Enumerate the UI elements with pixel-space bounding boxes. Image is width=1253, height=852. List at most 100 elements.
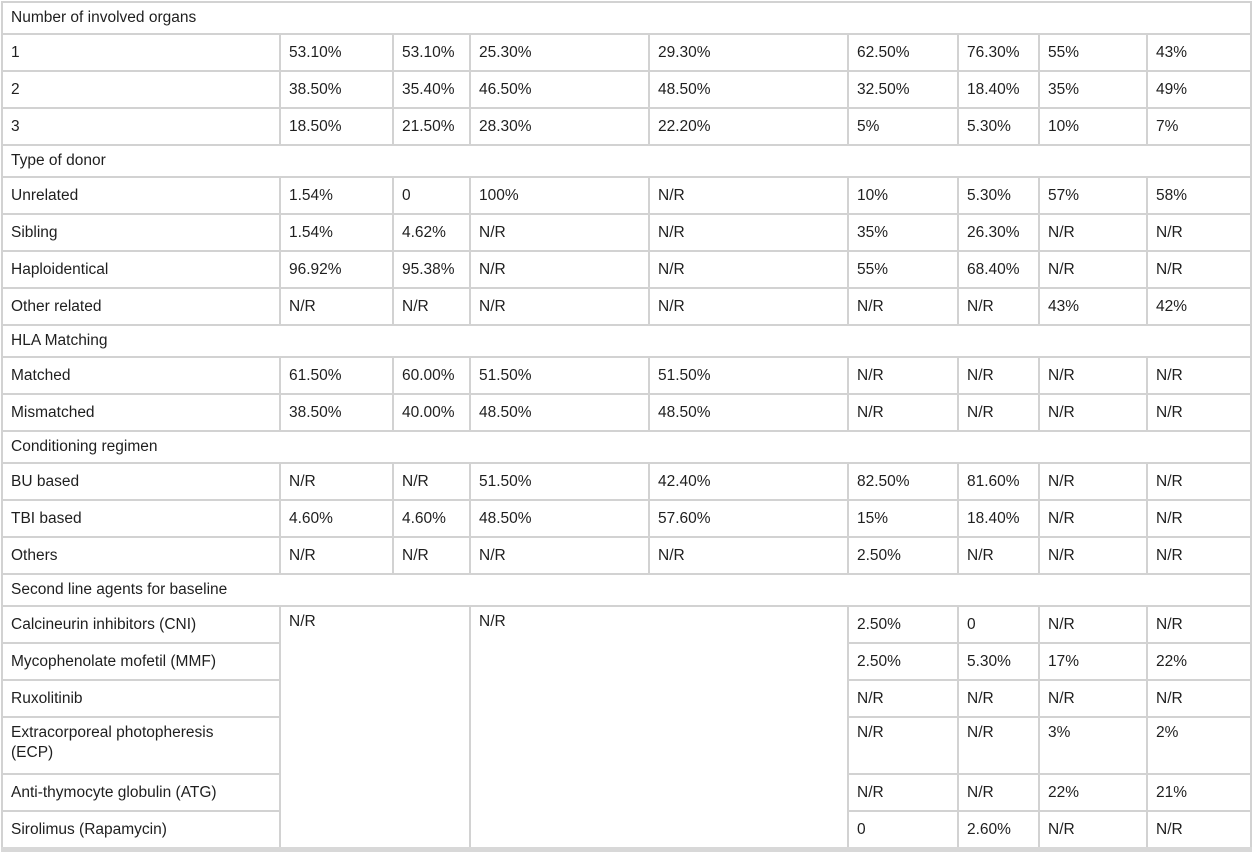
table-row: 3 18.50% 21.50% 28.30% 22.20% 5% 5.30% 1… bbox=[1, 107, 1253, 146]
value-cell: 53.10% bbox=[392, 33, 471, 72]
value-cell: 3% bbox=[1038, 716, 1148, 775]
value-cell: N/R bbox=[847, 356, 959, 395]
value-cell: 96.92% bbox=[279, 250, 394, 289]
value-cell: 49% bbox=[1145, 70, 1253, 109]
value-cell: 26.30% bbox=[957, 213, 1040, 252]
value-cell: N/R bbox=[1145, 499, 1253, 538]
value-cell: 2.60% bbox=[957, 810, 1040, 851]
value-cell: N/R bbox=[1038, 356, 1148, 395]
value-cell: N/R bbox=[847, 393, 959, 432]
value-cell: 5% bbox=[847, 107, 959, 146]
value-cell: N/R bbox=[469, 213, 650, 252]
value-cell: 43% bbox=[1038, 287, 1148, 326]
value-cell: 2% bbox=[1145, 716, 1253, 775]
row-label: Mismatched bbox=[1, 393, 281, 432]
value-cell: N/R bbox=[1145, 679, 1253, 718]
value-cell: 0 bbox=[847, 810, 959, 851]
value-cell: 95.38% bbox=[392, 250, 471, 289]
value-cell: 57% bbox=[1038, 176, 1148, 215]
value-cell: 35% bbox=[1038, 70, 1148, 109]
value-cell: 62.50% bbox=[847, 33, 959, 72]
value-cell: 5.30% bbox=[957, 107, 1040, 146]
value-cell: N/R bbox=[279, 536, 394, 575]
value-cell: 38.50% bbox=[279, 393, 394, 432]
value-cell: 4.60% bbox=[392, 499, 471, 538]
row-label-text: Others bbox=[11, 546, 58, 564]
section-row: Type of donor bbox=[0, 144, 1253, 178]
table-row: Others N/R N/R N/R N/R 2.50% N/R N/R N/R bbox=[1, 536, 1253, 575]
value-cell: 22% bbox=[1145, 642, 1253, 681]
value-cell: 61.50% bbox=[279, 356, 394, 395]
value-cell: N/R bbox=[847, 773, 959, 812]
value-cell: N/R bbox=[1038, 536, 1148, 575]
section-title: Second line agents for baseline bbox=[0, 573, 1253, 607]
row-label-text: Other related bbox=[11, 297, 102, 315]
value-cell: N/R bbox=[1145, 393, 1253, 432]
value-cell: N/R bbox=[1145, 356, 1253, 395]
value-cell: N/R bbox=[469, 250, 650, 289]
value-cell: N/R bbox=[1038, 393, 1148, 432]
row-label-text: Extracorporeal photopheresis (ECP) bbox=[11, 724, 214, 761]
row-label-text: TBI based bbox=[11, 509, 82, 527]
value-cell: 43% bbox=[1145, 33, 1253, 72]
row-label-text: Sirolimus (Rapamycin) bbox=[11, 820, 167, 838]
row-label-text: Unrelated bbox=[11, 186, 79, 204]
row-label: 2 bbox=[1, 70, 281, 109]
row-label: Calcineurin inhibitors (CNI) bbox=[1, 605, 281, 644]
value-cell: 48.50% bbox=[648, 70, 849, 109]
table-row: Unrelated 1.54% 0 100% N/R 10% 5.30% 57%… bbox=[1, 176, 1253, 215]
value-cell: 5.30% bbox=[957, 176, 1040, 215]
row-label-text: Matched bbox=[11, 366, 71, 384]
table-row: Haploidentical 96.92% 95.38% N/R N/R 55%… bbox=[1, 250, 1253, 289]
value-cell: 7% bbox=[1145, 107, 1253, 146]
row-label: Ruxolitinib bbox=[1, 679, 281, 718]
table-row: Mycophenolate mofetil (MMF) 2.50% 5.30% … bbox=[1, 642, 1253, 681]
row-label-text: Mismatched bbox=[11, 403, 95, 421]
value-cell: 51.50% bbox=[648, 356, 849, 395]
value-cell: N/R bbox=[469, 536, 650, 575]
value-cell: 82.50% bbox=[847, 462, 959, 501]
value-cell: N/R bbox=[957, 679, 1040, 718]
row-label-text: Ruxolitinib bbox=[11, 689, 83, 707]
value-cell: 57.60% bbox=[648, 499, 849, 538]
value-cell: N/R bbox=[957, 536, 1040, 575]
value-cell: 28.30% bbox=[469, 107, 650, 146]
section-row: Second line agents for baseline bbox=[0, 573, 1253, 607]
row-label: TBI based bbox=[1, 499, 281, 538]
value-cell: 51.50% bbox=[469, 462, 650, 501]
table-row: Sibling 1.54% 4.62% N/R N/R 35% 26.30% N… bbox=[1, 213, 1253, 252]
value-cell: 48.50% bbox=[648, 393, 849, 432]
value-cell: 1.54% bbox=[279, 176, 394, 215]
value-cell: 1.54% bbox=[279, 213, 394, 252]
value-cell: N/R bbox=[1038, 810, 1148, 851]
value-cell: 48.50% bbox=[469, 393, 650, 432]
value-cell: N/R bbox=[1145, 810, 1253, 851]
value-cell: 17% bbox=[1038, 642, 1148, 681]
value-cell: 29.30% bbox=[648, 33, 849, 72]
value-cell: 100% bbox=[469, 176, 650, 215]
value-cell: 55% bbox=[847, 250, 959, 289]
value-cell: N/R bbox=[648, 213, 849, 252]
value-cell: N/R bbox=[1145, 250, 1253, 289]
value-cell: N/R bbox=[648, 287, 849, 326]
value-cell: N/R bbox=[957, 393, 1040, 432]
table-row: Other related N/R N/R N/R N/R N/R N/R 43… bbox=[1, 287, 1253, 326]
merged-value-cell: N/R bbox=[469, 605, 849, 851]
value-cell: 2.50% bbox=[847, 605, 959, 644]
row-label-text: 3 bbox=[11, 117, 20, 135]
value-cell: 18.40% bbox=[957, 70, 1040, 109]
value-cell: N/R bbox=[648, 536, 849, 575]
row-label-text: 1 bbox=[11, 43, 20, 61]
row-label: Extracorporeal photopheresis (ECP) bbox=[1, 716, 281, 775]
row-label-text: Calcineurin inhibitors (CNI) bbox=[11, 615, 197, 633]
row-label: BU based bbox=[1, 462, 281, 501]
section-title: Type of donor bbox=[0, 144, 1253, 178]
value-cell: 42.40% bbox=[648, 462, 849, 501]
row-label: Other related bbox=[1, 287, 281, 326]
table-row: 2 38.50% 35.40% 46.50% 48.50% 32.50% 18.… bbox=[1, 70, 1253, 109]
value-cell: N/R bbox=[1038, 213, 1148, 252]
value-cell: 32.50% bbox=[847, 70, 959, 109]
value-cell: N/R bbox=[392, 536, 471, 575]
row-label-text: Mycophenolate mofetil (MMF) bbox=[11, 652, 217, 670]
value-cell: 2.50% bbox=[847, 642, 959, 681]
